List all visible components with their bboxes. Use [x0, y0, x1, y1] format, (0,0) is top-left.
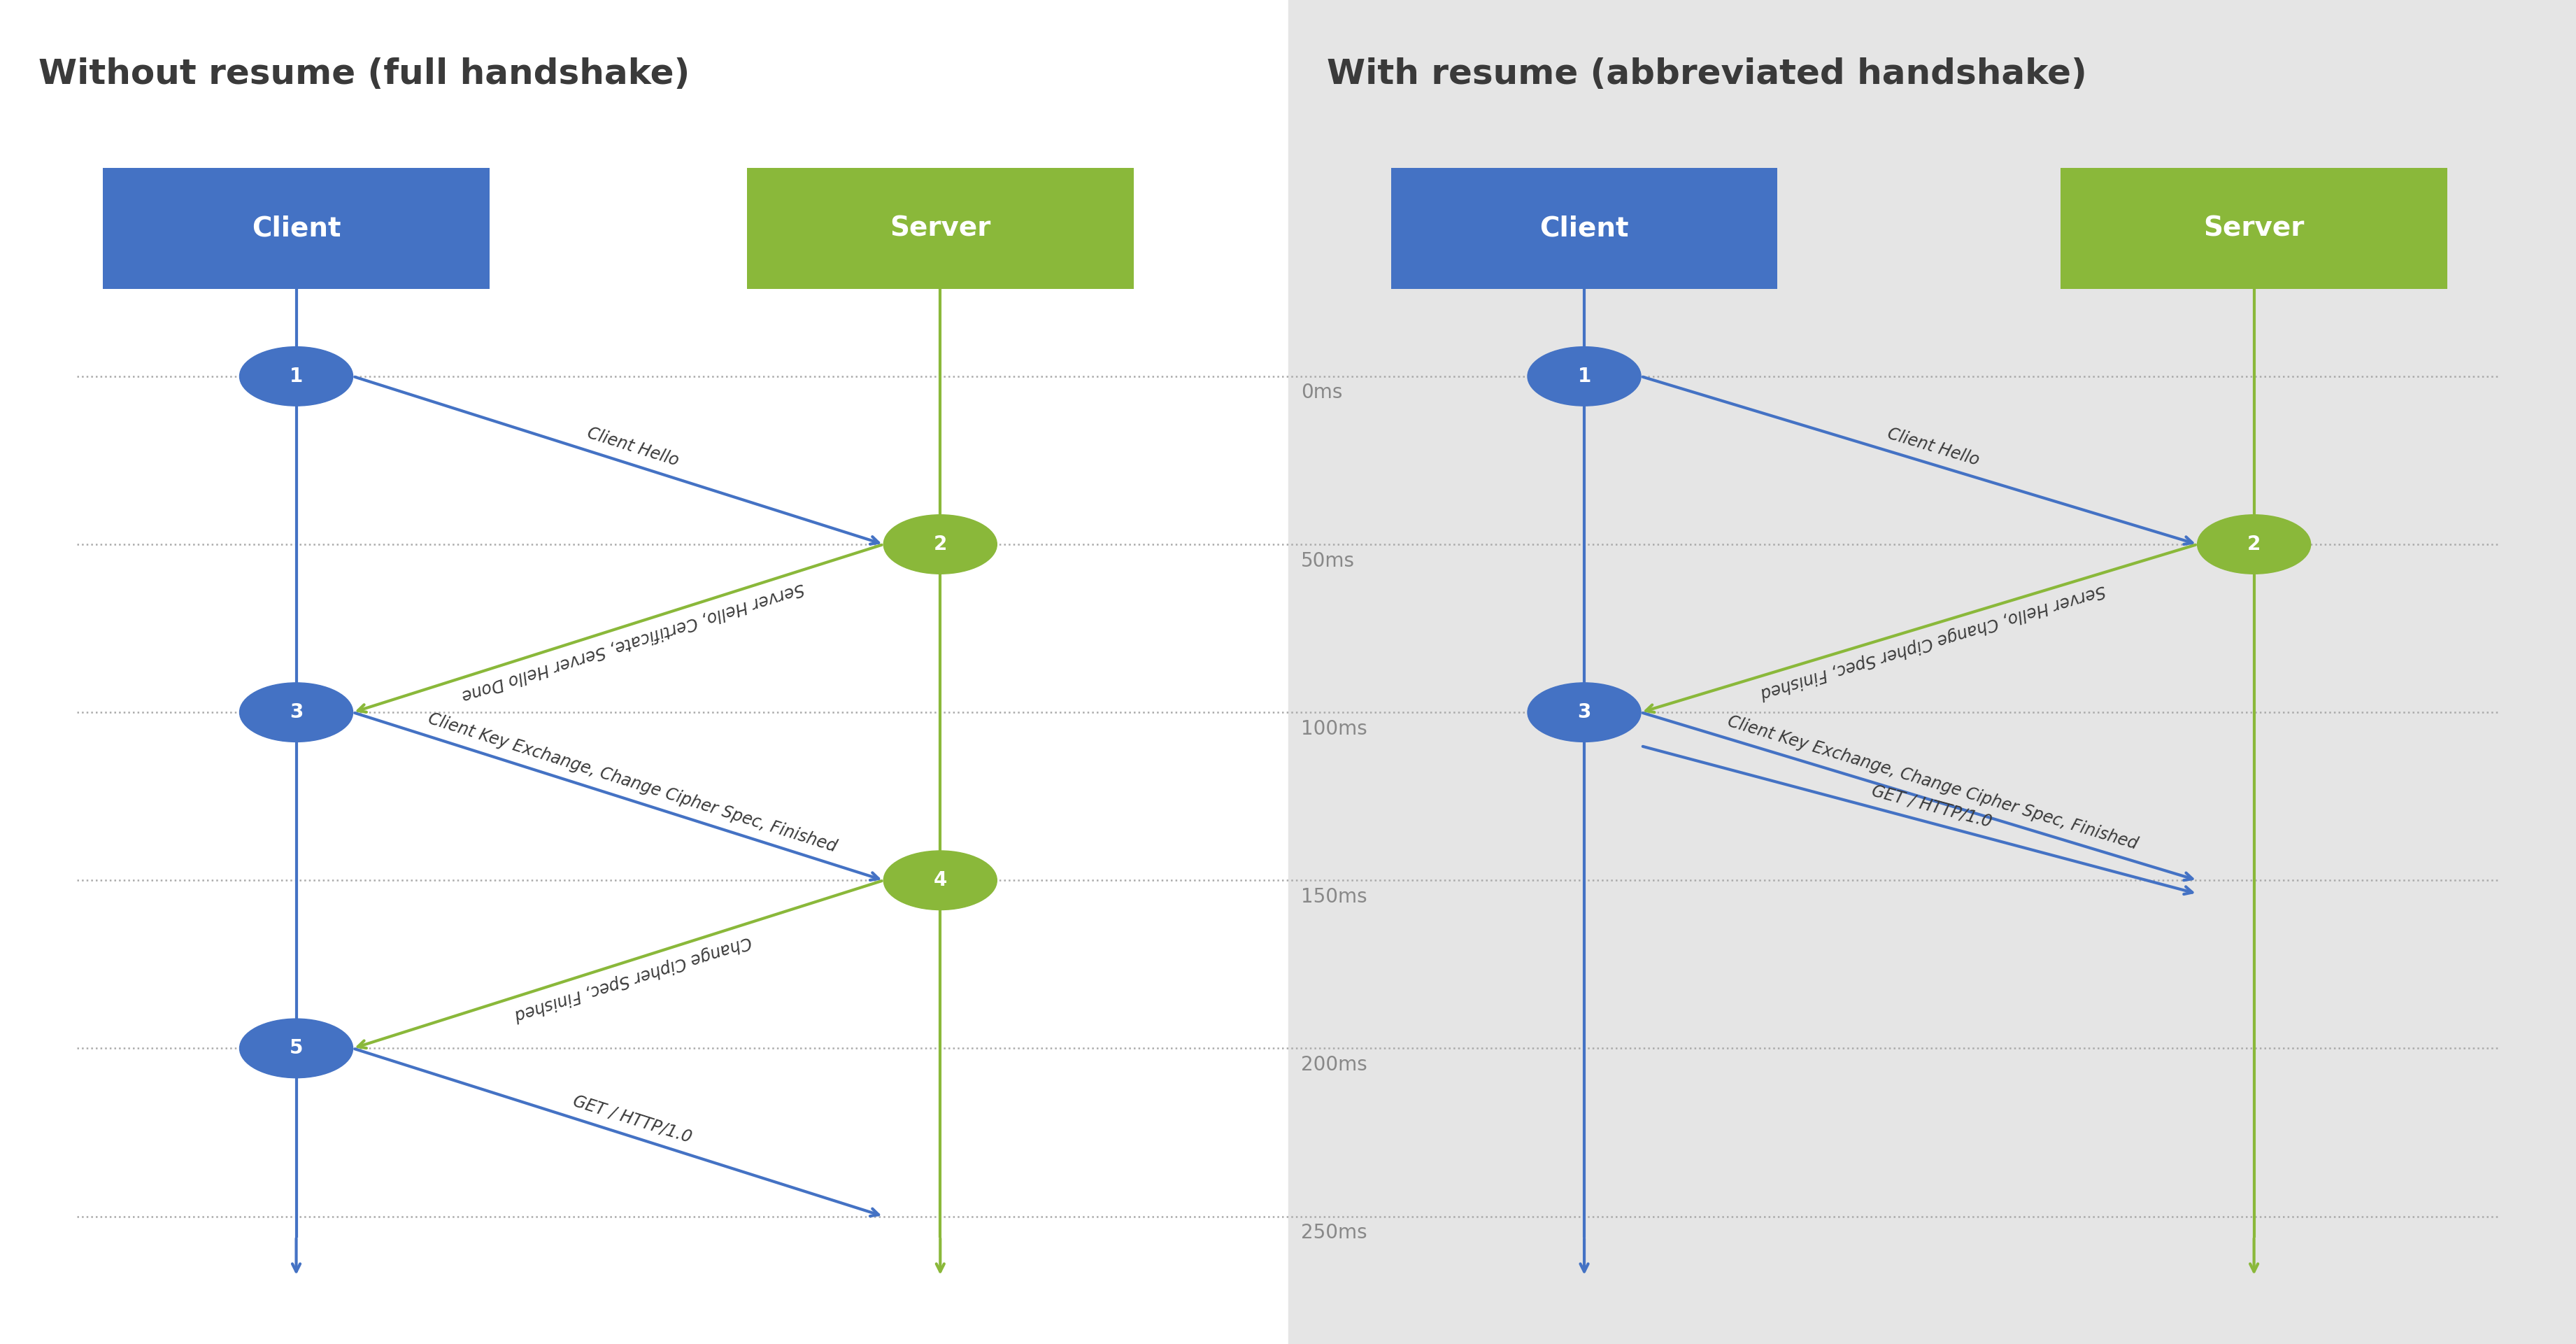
Text: 2: 2 [933, 535, 948, 554]
Circle shape [240, 683, 353, 742]
Text: GET / HTTP/1.0: GET / HTTP/1.0 [572, 1093, 693, 1145]
Bar [0, 0, 1288, 1344]
Text: Server Hello, Certificate, Server Hello Done: Server Hello, Certificate, Server Hello … [459, 579, 806, 704]
Text: 200ms: 200ms [1301, 1055, 1368, 1075]
Circle shape [884, 851, 997, 910]
Text: 4: 4 [933, 871, 948, 890]
Text: GET / HTTP/1.0: GET / HTTP/1.0 [1870, 782, 1994, 831]
Bar [1288, 0, 2576, 1344]
Text: Client: Client [1540, 215, 1628, 242]
Bar [1391, 168, 1777, 289]
Bar [747, 168, 1133, 289]
Text: Client: Client [252, 215, 340, 242]
Bar [103, 168, 489, 289]
Text: Client Hello: Client Hello [1886, 425, 1981, 469]
Bar [2061, 168, 2447, 289]
Text: Without resume (full handshake): Without resume (full handshake) [39, 58, 690, 90]
Text: 150ms: 150ms [1301, 887, 1368, 907]
Text: 250ms: 250ms [1301, 1223, 1368, 1243]
Text: Server: Server [889, 215, 992, 242]
Circle shape [240, 1019, 353, 1078]
Text: 1: 1 [289, 367, 304, 386]
Text: 2: 2 [2246, 535, 2262, 554]
Circle shape [1528, 347, 1641, 406]
Text: 1: 1 [1577, 367, 1592, 386]
Text: Client Hello: Client Hello [585, 425, 680, 469]
Text: 0ms: 0ms [1301, 383, 1342, 403]
Text: 50ms: 50ms [1301, 551, 1355, 571]
Circle shape [240, 347, 353, 406]
Text: With resume (abbreviated handshake): With resume (abbreviated handshake) [1327, 58, 2087, 90]
Text: 3: 3 [1577, 703, 1592, 722]
Circle shape [1528, 683, 1641, 742]
Circle shape [884, 515, 997, 574]
Circle shape [2197, 515, 2311, 574]
Text: Change Cipher Spec, Finished: Change Cipher Spec, Finished [513, 933, 752, 1023]
Text: Server Hello, Change Cipher Spec, Finished: Server Hello, Change Cipher Spec, Finish… [1759, 582, 2107, 702]
Text: 100ms: 100ms [1301, 719, 1368, 739]
Text: Server: Server [2202, 215, 2306, 242]
Text: 5: 5 [289, 1039, 304, 1058]
Text: Client Key Exchange, Change Cipher Spec, Finished: Client Key Exchange, Change Cipher Spec,… [425, 711, 840, 856]
Text: Client Key Exchange, Change Cipher Spec, Finished: Client Key Exchange, Change Cipher Spec,… [1726, 714, 2141, 852]
Text: 3: 3 [289, 703, 304, 722]
